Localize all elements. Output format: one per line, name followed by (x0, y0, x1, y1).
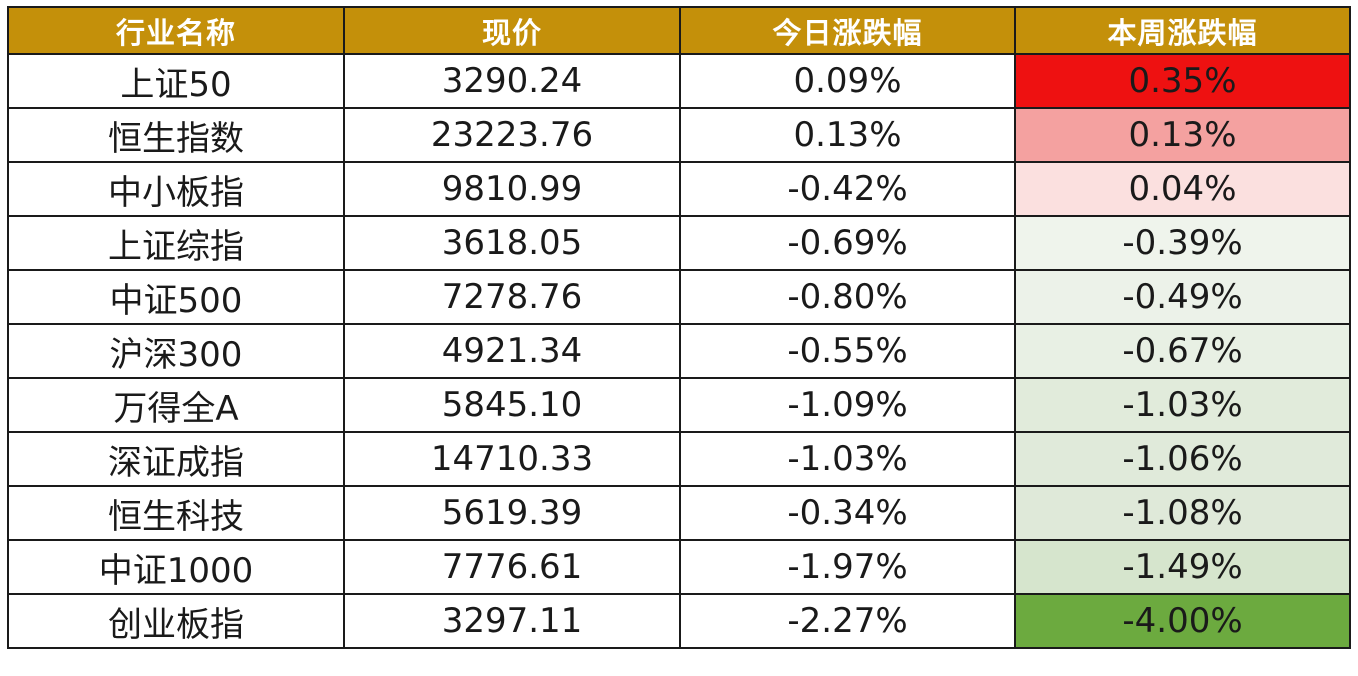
header-industry-name: 行业名称 (7, 6, 345, 55)
table-row: 万得全A 5845.10 -1.09% -1.03% (7, 377, 1351, 433)
cell-price: 9810.99 (343, 161, 681, 217)
cell-week-change: -0.67% (1014, 323, 1351, 379)
header-today-change: 今日涨跌幅 (679, 6, 1016, 55)
table-row: 中证500 7278.76 -0.80% -0.49% (7, 269, 1351, 325)
cell-price: 14710.33 (343, 431, 681, 487)
cell-today-change: -0.69% (679, 215, 1016, 271)
table-row: 上证综指 3618.05 -0.69% -0.39% (7, 215, 1351, 271)
cell-week-change: 0.04% (1014, 161, 1351, 217)
index-performance-table: 行业名称 现价 今日涨跌幅 本周涨跌幅 上证50 3290.24 0.09% 0… (7, 6, 1351, 649)
cell-week-change: 0.13% (1014, 107, 1351, 163)
header-current-price: 现价 (343, 6, 681, 55)
cell-price: 3297.11 (343, 593, 681, 649)
cell-name: 深证成指 (7, 431, 345, 487)
table-row: 上证50 3290.24 0.09% 0.35% (7, 53, 1351, 109)
header-row: 行业名称 现价 今日涨跌幅 本周涨跌幅 (7, 6, 1351, 55)
cell-price: 3618.05 (343, 215, 681, 271)
cell-week-change: 0.35% (1014, 53, 1351, 109)
cell-today-change: -0.80% (679, 269, 1016, 325)
cell-price: 23223.76 (343, 107, 681, 163)
cell-today-change: -2.27% (679, 593, 1016, 649)
cell-today-change: -1.03% (679, 431, 1016, 487)
cell-week-change: -0.49% (1014, 269, 1351, 325)
cell-price: 4921.34 (343, 323, 681, 379)
cell-name: 中证1000 (7, 539, 345, 595)
cell-price: 7278.76 (343, 269, 681, 325)
cell-name: 上证50 (7, 53, 345, 109)
cell-week-change: -1.08% (1014, 485, 1351, 541)
cell-price: 3290.24 (343, 53, 681, 109)
cell-today-change: -0.55% (679, 323, 1016, 379)
cell-price: 5619.39 (343, 485, 681, 541)
table-header: 行业名称 现价 今日涨跌幅 本周涨跌幅 (7, 6, 1351, 55)
cell-name: 沪深300 (7, 323, 345, 379)
table-row: 深证成指 14710.33 -1.03% -1.06% (7, 431, 1351, 487)
cell-name: 上证综指 (7, 215, 345, 271)
table-row: 中证1000 7776.61 -1.97% -1.49% (7, 539, 1351, 595)
cell-name: 中证500 (7, 269, 345, 325)
cell-name: 恒生科技 (7, 485, 345, 541)
table-row: 创业板指 3297.11 -2.27% -4.00% (7, 593, 1351, 649)
cell-today-change: 0.13% (679, 107, 1016, 163)
cell-week-change: -0.39% (1014, 215, 1351, 271)
table-body: 上证50 3290.24 0.09% 0.35% 恒生指数 23223.76 0… (7, 53, 1351, 649)
table-row: 恒生科技 5619.39 -0.34% -1.08% (7, 485, 1351, 541)
cell-name: 恒生指数 (7, 107, 345, 163)
cell-week-change: -1.49% (1014, 539, 1351, 595)
cell-today-change: -0.34% (679, 485, 1016, 541)
cell-week-change: -1.06% (1014, 431, 1351, 487)
cell-today-change: -1.09% (679, 377, 1016, 433)
table-row: 恒生指数 23223.76 0.13% 0.13% (7, 107, 1351, 163)
cell-week-change: -1.03% (1014, 377, 1351, 433)
cell-price: 7776.61 (343, 539, 681, 595)
index-performance-table-container: 行业名称 现价 今日涨跌幅 本周涨跌幅 上证50 3290.24 0.09% 0… (7, 6, 1351, 649)
cell-today-change: -1.97% (679, 539, 1016, 595)
header-week-change: 本周涨跌幅 (1014, 6, 1351, 55)
cell-today-change: -0.42% (679, 161, 1016, 217)
table-row: 中小板指 9810.99 -0.42% 0.04% (7, 161, 1351, 217)
cell-name: 创业板指 (7, 593, 345, 649)
cell-week-change: -4.00% (1014, 593, 1351, 649)
cell-name: 中小板指 (7, 161, 345, 217)
cell-today-change: 0.09% (679, 53, 1016, 109)
table-row: 沪深300 4921.34 -0.55% -0.67% (7, 323, 1351, 379)
cell-name: 万得全A (7, 377, 345, 433)
cell-price: 5845.10 (343, 377, 681, 433)
